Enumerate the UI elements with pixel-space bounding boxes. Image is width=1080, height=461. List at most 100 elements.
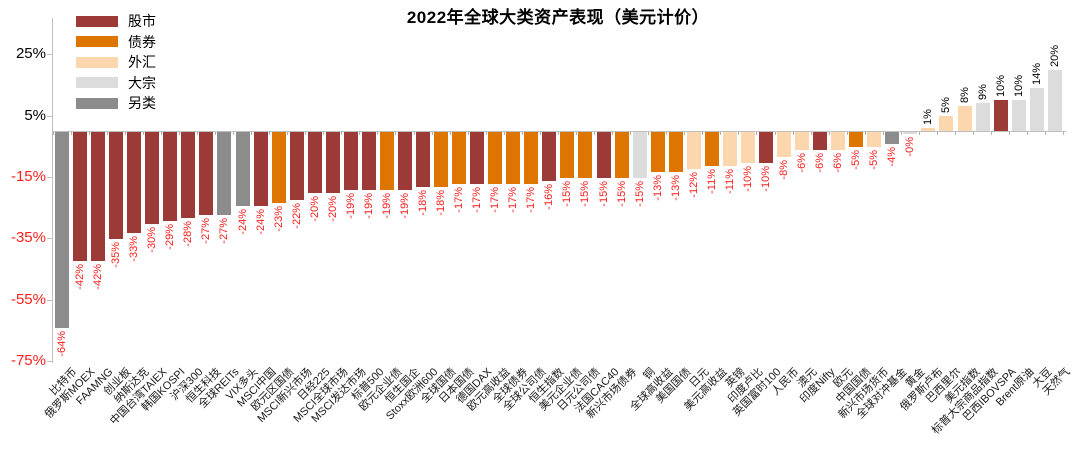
- bar-value-label: 9%: [976, 84, 989, 101]
- legend-label: 外汇: [128, 54, 156, 71]
- bar: [379, 132, 394, 191]
- legend-item: 大宗: [76, 76, 156, 91]
- bar: [867, 132, 882, 148]
- bar: [253, 132, 268, 206]
- bar-value-label: -11%: [723, 168, 736, 194]
- zero-axis-category-tick: [341, 132, 343, 135]
- bar: [722, 132, 737, 166]
- bar: [325, 132, 340, 194]
- bar-value-label: -12%: [687, 171, 700, 198]
- zero-axis-category-tick: [594, 132, 595, 135]
- bar: [289, 132, 304, 200]
- zero-axis-category-tick: [539, 132, 541, 135]
- bar: [163, 132, 178, 222]
- bar: [235, 132, 250, 206]
- legend-item: 另类: [76, 96, 156, 111]
- bar-value-label: -18%: [417, 190, 429, 216]
- bar: [199, 132, 214, 215]
- zero-axis-category-tick: [52, 132, 54, 135]
- bar-value-label: 14%: [1030, 62, 1043, 86]
- legend-swatch-icon: [76, 97, 118, 109]
- zero-axis-category-tick: [413, 132, 415, 135]
- bar: [704, 132, 719, 166]
- bar-value-label: -23%: [272, 205, 285, 232]
- bar: [361, 132, 376, 191]
- bar-value-label: -20%: [326, 196, 339, 223]
- bar-value-label: -6%: [796, 153, 809, 173]
- zero-axis-category-tick: [810, 132, 812, 135]
- bar-value-label: -15%: [561, 181, 574, 207]
- zero-axis-category-tick: [792, 132, 794, 135]
- zero-axis-category-tick: [684, 132, 686, 135]
- bar-value-label: 8%: [958, 87, 971, 104]
- bar-value-label: -24%: [236, 208, 249, 235]
- legend-label: 股市: [128, 13, 156, 30]
- y-axis-tick-label: 25%: [15, 45, 46, 63]
- bar: [1029, 88, 1044, 131]
- zero-axis-category-tick: [323, 132, 325, 135]
- bar-value-label: -19%: [398, 193, 411, 220]
- zero-axis-category-tick: [503, 132, 505, 135]
- zero-axis-category-tick: [557, 132, 559, 135]
- zero-axis-category-tick: [1063, 132, 1065, 135]
- zero-axis-category-tick: [630, 132, 632, 135]
- bar-value-label: -64%: [56, 331, 68, 358]
- legend-swatch-icon: [76, 56, 118, 68]
- bar-value-label: -13%: [669, 174, 682, 201]
- zero-axis-category-tick: [918, 132, 920, 135]
- zero-axis-category-tick: [900, 132, 902, 135]
- bar-value-label: -15%: [579, 181, 592, 207]
- bar-value-label: -17%: [507, 187, 520, 213]
- zero-axis-category-tick: [666, 132, 668, 135]
- bar-value-label: -19%: [344, 193, 357, 220]
- bar-value-label: -17%: [471, 187, 484, 213]
- zero-axis-line: [52, 131, 1066, 132]
- bar-value-label: -0%: [904, 136, 917, 157]
- zero-axis-category-tick: [1045, 132, 1047, 135]
- bar: [416, 132, 430, 188]
- y-axis-tick-label: 5%: [24, 106, 46, 124]
- bar-value-label: -17%: [525, 187, 538, 213]
- y-axis-line: [52, 18, 53, 363]
- zero-axis-category-tick: [142, 132, 144, 135]
- bar: [903, 132, 918, 134]
- zero-axis-category-tick: [269, 132, 271, 135]
- bar: [470, 132, 485, 185]
- zero-axis-category-tick: [214, 132, 216, 135]
- zero-axis-category-tick: [955, 132, 956, 135]
- zero-axis-category-tick: [774, 132, 776, 135]
- bar: [885, 132, 900, 145]
- bar-value-label: -24%: [254, 208, 267, 235]
- chart-title: 2022年全球大类资产表现（美元计价）: [406, 8, 710, 27]
- bar-value-label: -42%: [74, 263, 87, 290]
- zero-axis-category-tick: [882, 132, 884, 135]
- bar-value-label: -16%: [543, 184, 556, 210]
- bar-value-label: -15%: [633, 181, 646, 207]
- bar: [975, 103, 990, 131]
- bar: [831, 132, 846, 151]
- y-axis-tick-label: -55%: [10, 290, 46, 308]
- bar-value-label: -15%: [615, 181, 628, 207]
- zero-axis-category-tick: [828, 132, 830, 135]
- bar: [217, 132, 232, 215]
- bar: [957, 106, 972, 131]
- bar: [506, 132, 521, 185]
- bar: [596, 132, 611, 179]
- bar: [488, 132, 503, 185]
- legend-item: 债券: [76, 35, 156, 50]
- bar: [993, 100, 1008, 131]
- zero-axis-category-tick: [196, 132, 198, 135]
- bar: [343, 132, 358, 191]
- bar: [939, 115, 954, 131]
- bar-value-label: -11%: [705, 168, 718, 194]
- bar-value-label: -30%: [146, 227, 159, 253]
- bar: [560, 132, 575, 179]
- legend-swatch-icon: [76, 36, 118, 48]
- bar: [434, 132, 449, 188]
- zero-axis-category-tick: [1027, 132, 1029, 135]
- bar-value-label: -19%: [380, 193, 393, 220]
- bar: [271, 132, 286, 203]
- legend-swatch-icon: [76, 15, 118, 27]
- legend-item: 股市: [76, 14, 156, 29]
- zero-axis-category-tick: [160, 132, 162, 135]
